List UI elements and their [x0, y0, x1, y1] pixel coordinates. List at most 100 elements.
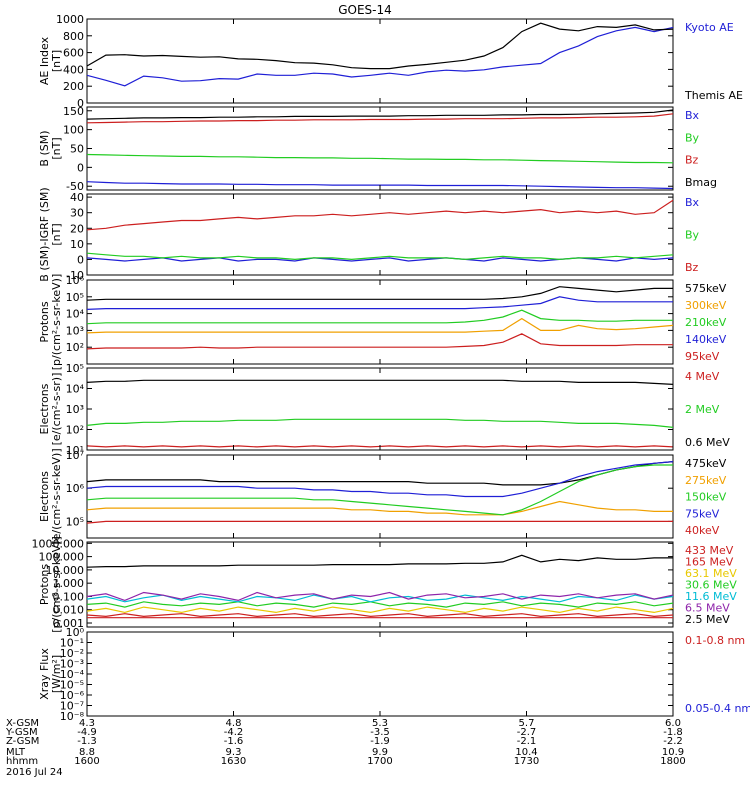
legend-entry: By — [685, 229, 700, 242]
x-row-value: 5.3 — [372, 718, 388, 729]
y-tick-label: 20 — [70, 222, 84, 235]
panel-frame — [86, 279, 674, 365]
y-axis-label: Electrons — [38, 471, 51, 522]
legend-entry: 140keV — [685, 333, 727, 346]
x-row-value: -3.5 — [370, 727, 390, 738]
y-tick-label: 0 — [77, 253, 84, 266]
legend-entry: 6.5 MeV — [685, 602, 730, 615]
y-tick-label: 10⁻⁷ — [60, 700, 84, 713]
y-tick-label: -10 — [66, 269, 84, 282]
y-axis-label: [e/(cm²-s-sr-keV)] — [50, 448, 63, 544]
series-line-protons_low-1 — [86, 317, 674, 334]
date-label: 2016 Jul 24 — [6, 767, 63, 778]
panel-bdiff: -10 0 10 20 30 40 B (SM)-IGRF (SM) [nT] Bx By Bz — [38, 187, 700, 282]
y-axis-label: Xray Flux — [38, 648, 51, 700]
legend-entry: Bmag — [685, 176, 717, 189]
y-tick-label: 30 — [70, 207, 84, 220]
legend-entry: 433 MeV — [685, 544, 734, 557]
y-tick-label: 10³ — [66, 324, 84, 337]
y-tick-label: 10² — [66, 424, 84, 437]
y-tick-label: 10⁶ — [66, 482, 85, 495]
y-tick-label: 0.010 — [53, 604, 85, 617]
y-tick-label: 10⁵ — [66, 291, 84, 304]
y-tick-label: 0 — [77, 97, 84, 110]
y-axis-label: B (SM)-IGRF (SM) — [38, 187, 51, 281]
y-axis-label: B (SM) — [38, 130, 51, 166]
legend-entry: Bx — [685, 196, 700, 209]
x-row-value: 1600 — [74, 756, 99, 767]
series-line-bsm-1 — [86, 153, 674, 164]
panel-electrons_low: 10⁵ 10⁶ 10⁷ Electrons [e/(cm²-s-sr-keV)] 475k… — [38, 448, 727, 544]
y-tick-label: 10⁷ — [66, 449, 84, 462]
panel-frame — [86, 454, 674, 539]
series-line-protons_low-3 — [86, 296, 673, 310]
x-row-value: 4.3 — [79, 718, 95, 729]
legend-entry: 95keV — [685, 350, 720, 363]
panel-frame — [86, 193, 674, 276]
panel-protons_low: 10² 10³ 10⁴ 10⁵ 10⁶ Protons [p/(cm²-s-sr-keV)]… — [38, 274, 727, 371]
y-tick-label: 10² — [66, 341, 84, 354]
x-row-value: -2.7 — [517, 727, 537, 738]
x-row-value: 1630 — [221, 756, 246, 767]
x-row-value: 8.8 — [79, 747, 95, 758]
y-axis-label: Protons — [38, 301, 51, 342]
legend-entry: By — [685, 131, 700, 144]
panel-protons_high: 0.0010.0100.1001.00010.000100.0001000.00… — [32, 536, 738, 633]
panel-electrons_high: 10¹ 10² 10³ 10⁴ 10⁵ Electrons [e/(cm²-s-sr)] 4 … — [38, 362, 730, 457]
legend-entry: 300keV — [685, 299, 727, 312]
panel-frame — [86, 631, 674, 717]
y-tick-label: 10⁻³ — [60, 658, 84, 671]
y-axis-label: [W/m²] — [50, 655, 63, 693]
series-line-protons_high-6 — [86, 554, 673, 568]
legend-entry: 0.05-0.4 nm — [685, 702, 750, 715]
legend-entry: 275keV — [685, 474, 727, 487]
x-row-value: -1.9 — [370, 736, 390, 747]
series-line-electrons_low-0 — [86, 461, 674, 486]
legend-entry: 4 MeV — [685, 370, 720, 383]
x-row-value: 9.9 — [372, 747, 388, 758]
y-tick-label: 10⁴ — [66, 383, 85, 396]
y-tick-label: 10⁻⁵ — [60, 679, 84, 692]
y-tick-label: 10¹ — [66, 444, 84, 457]
y-axis-label: [p/(cm²-s-sr-keV)] — [50, 274, 63, 371]
x-row-label: Y-GSM — [5, 727, 38, 738]
y-axis-label: [nT] — [50, 50, 63, 72]
legend-entry: 165 MeV — [685, 556, 734, 569]
series-line-protons_high-2 — [86, 606, 674, 614]
series-line-electrons_low-1 — [86, 500, 673, 516]
x-row-value: -2.1 — [517, 736, 537, 747]
x-row-value: -1.6 — [224, 736, 244, 747]
legend-entry: 2.5 MeV — [685, 613, 730, 626]
panel-bsm: -50 0 50 100 150 B (SM) [nT] Bx By Bz Bmag — [38, 105, 717, 193]
series-line-ae-1 — [86, 22, 674, 70]
panel-ae: 0 200 400 600 800 1000 AE Index [nT] Kyoto AE The… — [38, 13, 743, 110]
x-row-value: -1.8 — [663, 727, 683, 738]
series-line-bsm-3 — [86, 109, 674, 120]
legend-entry: 210keV — [685, 316, 727, 329]
legend-entry: 11.6 MeV — [685, 590, 737, 603]
x-row-label: MLT — [6, 747, 26, 758]
legend-entry: 63.1 MeV — [685, 567, 737, 580]
x-row-value: -2.2 — [663, 736, 683, 747]
y-axis-label: Protons — [38, 564, 51, 605]
x-row-label: Z-GSM — [6, 736, 39, 747]
legend-entry: 40keV — [685, 524, 720, 537]
series-line-electrons_high-1 — [86, 418, 674, 428]
y-tick-label: 100.000 — [39, 551, 85, 564]
y-tick-label: 800 — [63, 30, 84, 43]
y-tick-label: 10⁻¹ — [60, 637, 84, 650]
y-tick-label: 10⁵ — [66, 515, 84, 528]
y-axis-label: [nT] — [50, 223, 63, 245]
series-line-protons_low-0 — [86, 286, 673, 301]
panel-frame — [86, 18, 674, 104]
y-tick-label: 10⁴ — [66, 308, 85, 321]
x-row-value: -4.2 — [224, 727, 244, 738]
y-tick-label: 10⁻⁶ — [60, 689, 85, 702]
series-line-protons_high-1 — [86, 613, 674, 618]
legend-entry: 0.1-0.8 nm — [685, 634, 745, 647]
series-line-electrons_low-3 — [86, 461, 674, 498]
series-line-protons_high-4 — [86, 594, 674, 603]
y-tick-label: 1000.000 — [32, 537, 85, 550]
series-line-bdiff-1 — [86, 252, 674, 261]
y-tick-label: 10⁶ — [66, 274, 85, 287]
